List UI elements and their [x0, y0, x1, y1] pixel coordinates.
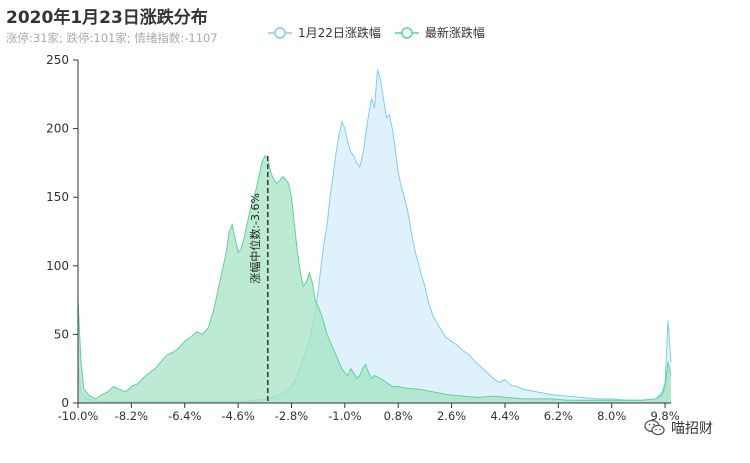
x-tick-label: 0.8% [384, 409, 413, 423]
legend-marker-icon [394, 26, 419, 39]
y-tick-label: 250 [46, 53, 69, 67]
x-tick-label: 2.6% [437, 409, 466, 423]
x-tick-label: 4.4% [490, 409, 519, 423]
x-tick-label: -8.2% [115, 409, 148, 423]
x-tick-label: 9.8% [650, 409, 679, 423]
watermark-text: 喵招财 [671, 421, 713, 437]
x-tick-label: -1.0% [328, 409, 361, 423]
median-line-label: 涨幅中位数:-3.6% [248, 193, 262, 284]
chart-title: 2020年1月23日涨跌分布 [6, 8, 208, 28]
x-tick-label: 8.0% [597, 409, 626, 423]
legend-label-series-2: 最新涨跌幅 [424, 26, 485, 40]
legend-item-series-1[interactable]: 1月22日涨跌幅 [268, 24, 381, 41]
y-tick-label: 200 [46, 122, 69, 136]
x-tick-label: -6.4% [168, 409, 201, 423]
x-tick-label: -10.0% [58, 409, 99, 423]
x-tick-label: -4.6% [221, 409, 254, 423]
wechat-icon [644, 419, 665, 436]
y-tick-label: 0 [61, 396, 69, 410]
x-tick-label: -2.8% [275, 409, 308, 423]
y-tick-label: 100 [46, 259, 69, 273]
legend-item-series-2[interactable]: 最新涨跌幅 [394, 24, 485, 41]
legend-marker-icon [268, 26, 292, 39]
chart-legend: 1月22日涨跌幅 最新涨跌幅 [268, 24, 499, 41]
series-2-line [77, 155, 672, 401]
legend-label-series-1: 1月22日涨跌幅 [298, 26, 381, 40]
watermark: 喵招财 [644, 418, 713, 438]
series-1-area [78, 69, 671, 403]
x-tick-label: 6.2% [544, 409, 573, 423]
chart-subtitle: 涨停:31家; 跌停:101家; 情绪指数:-1107 [6, 31, 218, 45]
series-2-area [78, 156, 671, 403]
y-tick-label: 150 [46, 190, 69, 204]
y-tick-label: 50 [54, 327, 69, 341]
